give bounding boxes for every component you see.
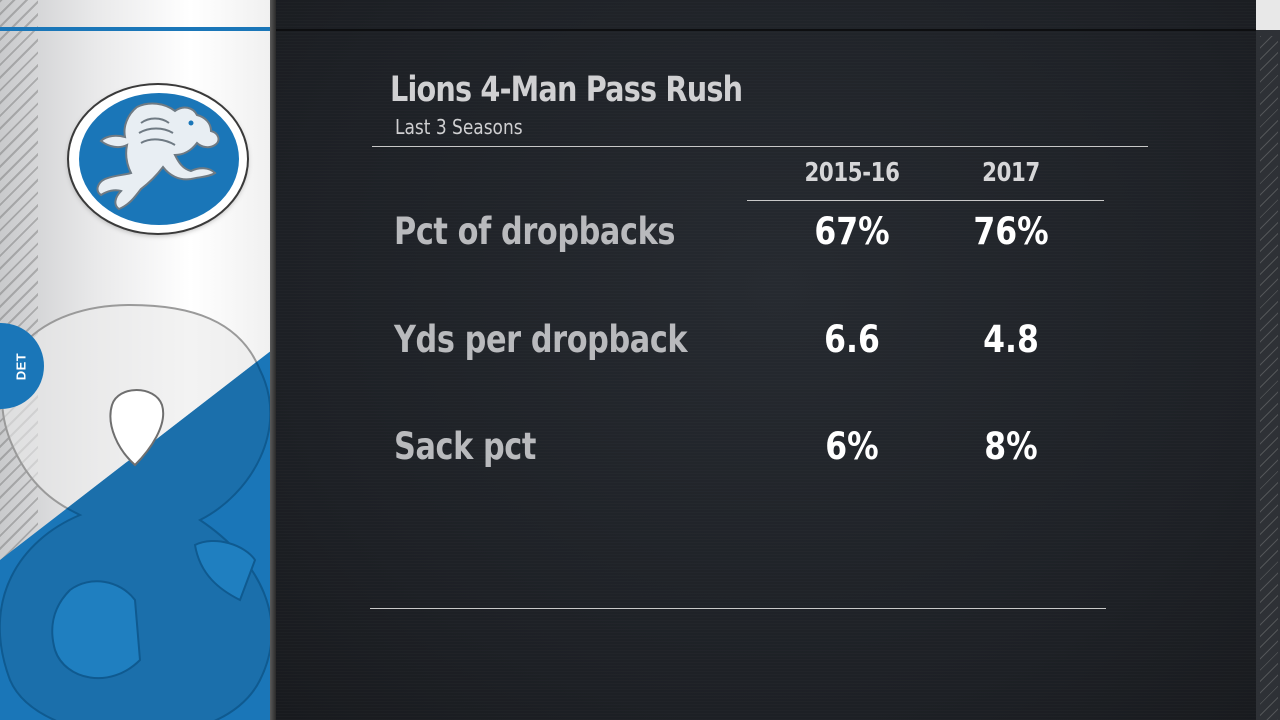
top-divider [276, 29, 1256, 31]
cell-pct-dropbacks-2017: 76% [973, 210, 1049, 253]
cell-yds-dropback-2015-16: 6.6 [824, 318, 880, 361]
right-edge-strip [1256, 0, 1280, 720]
row-label-sack-pct: Sack pct [394, 425, 536, 468]
lions-logo [79, 93, 239, 225]
stats-background [276, 0, 1280, 720]
cell-sack-pct-2017: 8% [984, 425, 1038, 468]
right-hatch-pattern [1260, 36, 1278, 720]
lion-icon [96, 102, 220, 211]
title-rule [372, 146, 1148, 147]
jersey-number-graphic [0, 303, 272, 720]
right-edge-top [1256, 0, 1280, 30]
column-header-2015-16: 2015-16 [804, 158, 900, 188]
column-header-rule [747, 200, 1104, 201]
row-label-yds-per-dropback: Yds per dropback [394, 318, 688, 361]
cell-sack-pct-2015-16: 6% [825, 425, 879, 468]
cell-yds-dropback-2017: 4.8 [983, 318, 1039, 361]
panel-top-stripe [0, 27, 272, 31]
cell-pct-dropbacks-2015-16: 67% [814, 210, 890, 253]
row-label-pct-of-dropbacks: Pct of dropbacks [394, 210, 675, 253]
column-header-2017: 2017 [982, 158, 1040, 188]
graphic-title: Lions 4-Man Pass Rush [390, 70, 743, 110]
team-abbr: DET [13, 352, 29, 380]
graphic-subtitle: Last 3 Seasons [395, 115, 523, 139]
bottom-rule [370, 608, 1106, 609]
team-panel: DET [0, 0, 272, 720]
panel-divider [270, 0, 276, 720]
